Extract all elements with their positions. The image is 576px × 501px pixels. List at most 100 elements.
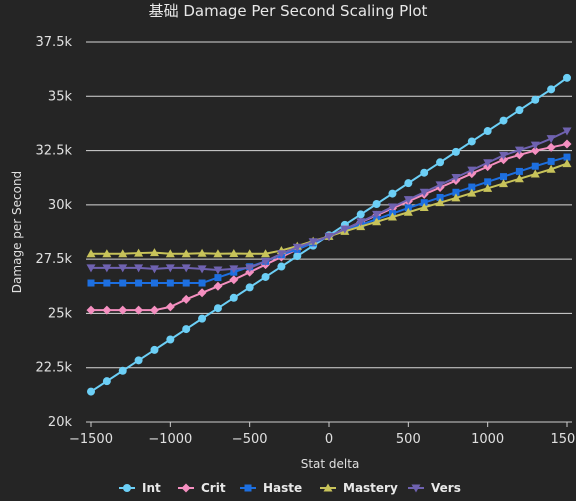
series-mastery	[86, 159, 572, 258]
data-point-vers	[562, 127, 572, 136]
data-point-vers	[340, 225, 350, 234]
data-point-haste	[515, 167, 523, 175]
data-point-crit	[118, 305, 128, 315]
data-point-vers	[118, 264, 128, 273]
data-point-vers	[324, 232, 334, 241]
data-point-vers	[276, 250, 286, 259]
data-point-haste	[87, 279, 95, 287]
legend-item-crit[interactable]: Crit	[178, 481, 226, 495]
x-tick-label: 0	[325, 432, 333, 447]
series-crit	[86, 139, 572, 315]
legend-marker	[411, 484, 421, 493]
y-tick-label: 27.5k	[36, 252, 73, 267]
data-point-int	[467, 137, 476, 146]
data-point-int	[229, 293, 238, 302]
data-point-crit	[514, 150, 524, 160]
data-point-int	[198, 314, 207, 323]
data-point-haste	[468, 183, 476, 191]
data-point-int	[150, 345, 159, 354]
y-tick-label: 35k	[48, 89, 73, 104]
data-point-int	[531, 95, 540, 104]
data-point-haste	[547, 157, 555, 165]
data-point-mastery	[387, 212, 397, 221]
data-point-haste	[452, 188, 460, 196]
data-point-vers	[165, 264, 175, 273]
data-point-mastery	[245, 249, 255, 258]
data-point-int	[388, 189, 397, 198]
data-point-crit	[165, 302, 175, 312]
data-point-int	[118, 366, 127, 375]
data-point-vers	[499, 151, 509, 160]
data-point-haste	[166, 279, 174, 287]
data-point-vers	[546, 135, 556, 144]
x-tick-label: 1000	[471, 432, 504, 447]
data-point-haste	[103, 279, 111, 287]
data-point-mastery	[483, 183, 493, 192]
data-point-int	[134, 356, 143, 365]
data-point-int	[404, 179, 413, 188]
data-point-int	[420, 168, 429, 177]
data-point-mastery	[165, 249, 175, 258]
data-point-vers	[229, 265, 239, 274]
data-point-int	[245, 283, 254, 292]
y-tick-label: 25k	[48, 306, 73, 321]
data-point-crit	[102, 305, 112, 315]
legend-item-haste[interactable]: Haste	[240, 481, 302, 495]
data-point-vers	[530, 141, 540, 150]
data-point-crit	[562, 139, 572, 149]
series-line-haste	[91, 156, 568, 285]
data-point-vers	[483, 159, 493, 168]
chart-title: 基础 Damage Per Second Scaling Plot	[149, 2, 428, 20]
data-point-mastery	[514, 174, 524, 183]
data-point-haste	[563, 153, 571, 161]
data-point-vers	[435, 181, 445, 190]
series-line-vers	[91, 130, 568, 272]
legend-item-int[interactable]: Int	[119, 481, 161, 495]
x-tick-label: 1500	[550, 432, 576, 447]
x-tick-labels: −1500 −1000 −500 0 500 1000 1500	[69, 422, 576, 447]
data-point-mastery	[86, 249, 96, 258]
y-tick-label: 32.5k	[36, 144, 73, 159]
legend: Int Crit Haste Mastery Vers	[119, 481, 461, 495]
data-point-int	[293, 252, 302, 261]
legend-item-vers[interactable]: Vers	[408, 481, 461, 495]
data-point-vers	[245, 264, 255, 273]
data-point-vers	[213, 266, 223, 275]
data-point-mastery	[419, 202, 429, 211]
data-point-int	[563, 73, 571, 82]
data-point-int	[102, 377, 111, 386]
data-point-crit	[181, 294, 191, 304]
data-point-mastery	[118, 249, 128, 258]
data-point-vers	[467, 166, 477, 175]
x-tick-label: −1000	[148, 432, 192, 447]
y-tick-label: 22.5k	[36, 361, 73, 376]
data-point-int	[372, 199, 381, 208]
x-tick-label: −500	[232, 432, 268, 447]
data-point-crit	[546, 142, 556, 152]
legend-marker	[181, 483, 191, 493]
data-point-vers	[403, 196, 413, 205]
data-point-int	[483, 127, 492, 136]
data-point-vers	[86, 264, 96, 273]
legend-marker	[123, 484, 131, 492]
data-point-int	[547, 85, 556, 94]
data-point-int	[261, 272, 270, 281]
data-point-vers	[261, 257, 271, 266]
data-point-int	[166, 335, 175, 344]
data-point-crit	[530, 146, 540, 156]
data-point-vers	[356, 218, 366, 227]
data-point-int	[499, 116, 508, 125]
y-tick-label: 30k	[48, 198, 73, 213]
data-point-vers	[197, 265, 207, 274]
data-point-crit	[229, 275, 239, 285]
data-point-mastery	[229, 248, 239, 257]
data-point-mastery	[562, 159, 572, 168]
data-point-crit	[134, 305, 144, 315]
data-point-mastery	[181, 249, 191, 258]
data-point-crit	[213, 281, 223, 291]
data-point-mastery	[134, 248, 144, 257]
data-point-int	[356, 210, 365, 219]
legend-label: Haste	[263, 481, 302, 495]
legend-item-mastery[interactable]: Mastery	[320, 481, 398, 495]
